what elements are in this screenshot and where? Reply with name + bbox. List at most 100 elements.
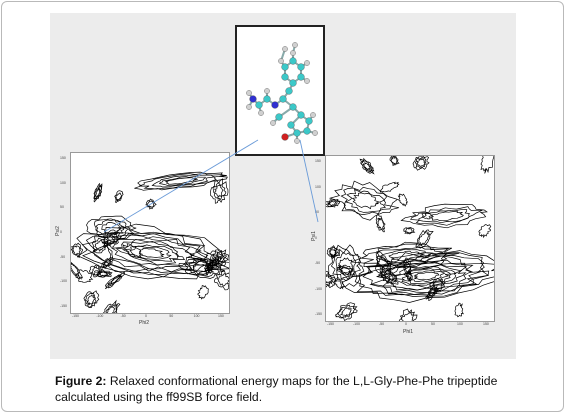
contour-line — [326, 270, 337, 289]
contour-line — [94, 187, 101, 199]
contour-line — [428, 277, 446, 292]
molecule-inset — [235, 25, 325, 156]
contour-line — [109, 275, 121, 285]
y-tick-label: 50 — [315, 210, 319, 214]
contour-line — [329, 249, 337, 257]
left-xlabel: Phi2 — [139, 320, 150, 326]
contour-line — [351, 192, 381, 210]
contour-line — [480, 156, 494, 174]
contour-line — [338, 257, 354, 276]
contour-line — [344, 188, 386, 213]
contour-line — [340, 186, 392, 215]
contour-line — [178, 258, 225, 279]
contour-line — [213, 184, 223, 198]
contour-line — [207, 261, 214, 274]
contour-line — [397, 193, 409, 207]
contour-line — [333, 277, 345, 290]
contour-line — [102, 258, 112, 268]
contour-line — [210, 178, 229, 204]
contour-line — [326, 199, 338, 207]
x-tick-label: 50 — [431, 322, 435, 326]
right-xlabel: Phi1 — [403, 329, 414, 335]
x-tick-label: 0 — [145, 314, 147, 318]
contour-line — [403, 260, 411, 274]
connector-line-left — [103, 139, 259, 233]
contour-line — [105, 303, 119, 313]
contour-line — [412, 156, 430, 171]
molecule-atom — [293, 129, 301, 137]
x-tick-label: 100 — [193, 314, 200, 318]
contour-line — [71, 262, 80, 278]
contour-line — [410, 206, 483, 226]
contour-line — [159, 175, 206, 186]
contour-line — [354, 251, 494, 297]
x-tick-label: 50 — [169, 314, 174, 318]
contour-line — [328, 201, 337, 207]
y-tick-label: 0 — [315, 235, 317, 240]
x-tick-label: -100 — [96, 314, 104, 318]
molecule-atom — [264, 88, 270, 94]
contour-line — [376, 254, 389, 270]
contour-line — [197, 285, 209, 300]
contour-line — [72, 245, 81, 256]
contour-line — [341, 250, 494, 303]
contour-line — [103, 259, 111, 267]
contour-line — [375, 257, 391, 278]
molecule-atom — [278, 58, 284, 64]
contour-line — [416, 158, 426, 168]
y-tick-label: -150 — [315, 312, 323, 316]
molecule-atom — [287, 121, 295, 129]
contour-line — [105, 271, 126, 290]
contour-line — [328, 180, 399, 221]
x-tick-label: 150 — [483, 322, 489, 326]
contour-line — [362, 161, 371, 171]
molecule-atom — [281, 133, 289, 141]
contour-line — [406, 269, 413, 282]
molecule-atom — [304, 78, 310, 84]
contour-line — [326, 275, 332, 285]
molecule-atom — [279, 95, 287, 103]
connector-line-right — [299, 139, 319, 223]
molecule-atom — [271, 101, 279, 109]
contour-line — [82, 226, 226, 276]
figure-caption: Figure 2: Relaxed conformational energy … — [55, 373, 545, 405]
contour-line — [358, 255, 490, 296]
contour-line — [122, 243, 143, 259]
contour-line — [405, 227, 413, 234]
contour-line — [94, 184, 102, 200]
contour-line — [388, 250, 425, 262]
molecule-atom — [289, 103, 297, 111]
molecule-atom — [281, 63, 289, 71]
molecule-atom — [281, 73, 289, 81]
y-tick-label: -50 — [60, 254, 66, 259]
contour-line — [379, 181, 400, 193]
contour-line — [335, 252, 356, 280]
molecule-atom — [246, 104, 252, 110]
molecule-atom — [275, 113, 283, 121]
contour-line — [431, 280, 444, 290]
x-tick-label: -50 — [379, 322, 385, 326]
contour-line — [339, 307, 352, 317]
y-tick-label: 100 — [60, 180, 66, 185]
molecule-atom — [285, 87, 293, 95]
molecule-atom — [294, 138, 300, 144]
contour-line — [105, 234, 117, 244]
y-tick-label: 0 — [60, 230, 62, 234]
contour-line — [337, 304, 356, 318]
contour-line — [339, 266, 353, 274]
contour-line — [398, 308, 418, 321]
contour-line — [388, 264, 463, 289]
contour-line — [209, 249, 229, 269]
contour-line — [362, 255, 490, 296]
contour-line — [203, 250, 220, 271]
molecule-atom — [292, 42, 298, 48]
x-tick-label: -150 — [327, 322, 335, 326]
molecule-atom — [297, 111, 305, 119]
x-tick-label: 150 — [218, 314, 224, 318]
molecule-atom — [303, 127, 311, 135]
x-tick-label: -50 — [120, 314, 126, 318]
contour-line — [211, 249, 228, 267]
contour-line — [129, 245, 172, 260]
contour-line — [403, 257, 412, 276]
